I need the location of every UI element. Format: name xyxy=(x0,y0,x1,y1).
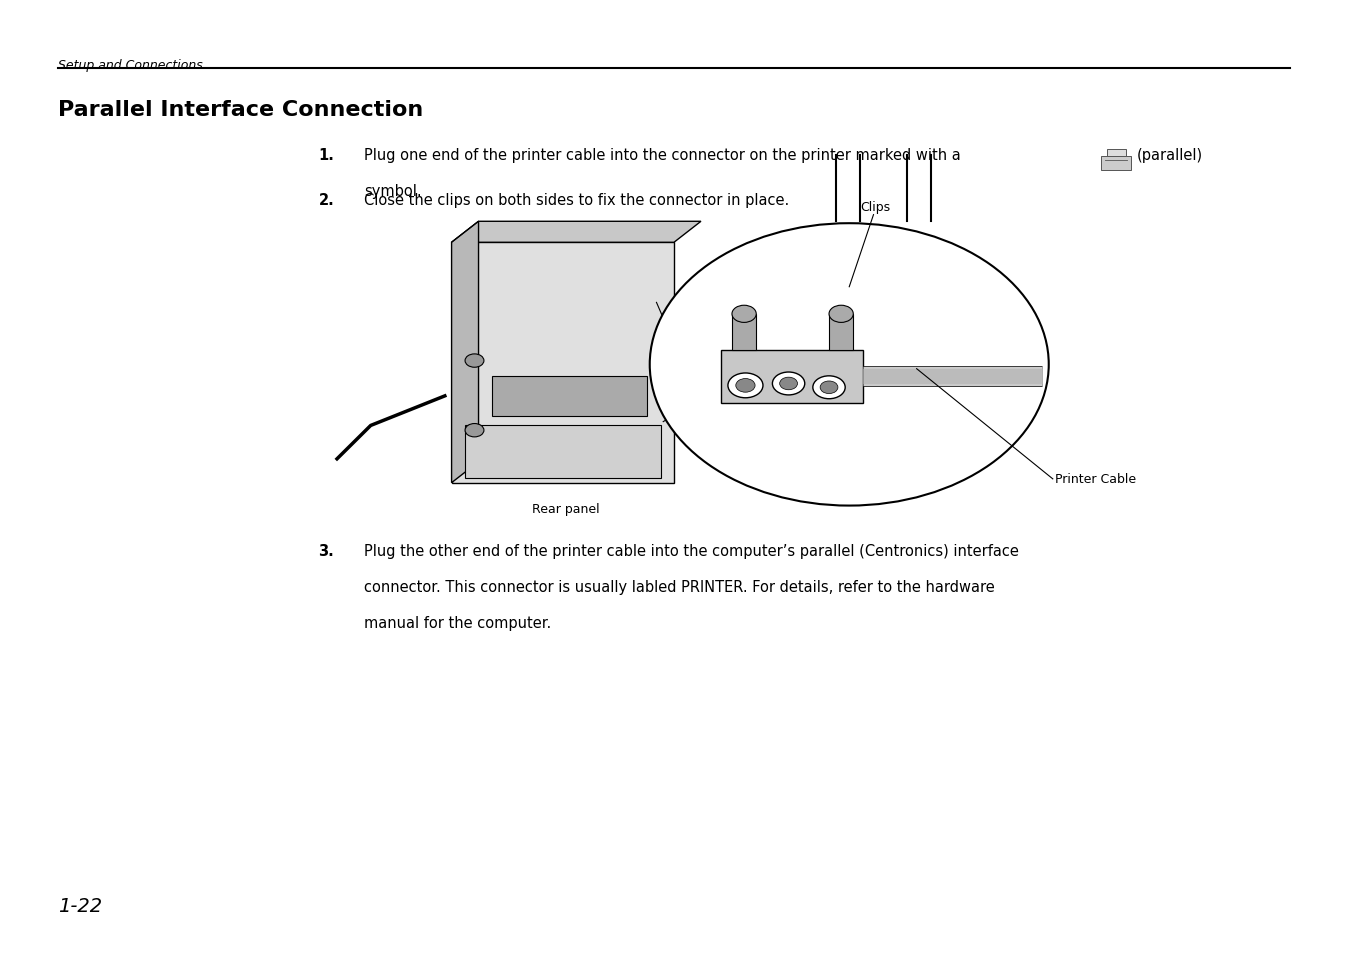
Text: connector. This connector is usually labled PRINTER. For details, refer to the h: connector. This connector is usually lab… xyxy=(364,579,995,595)
Text: Close the clips on both sides to fix the connector in place.: Close the clips on both sides to fix the… xyxy=(364,193,789,208)
Circle shape xyxy=(465,355,484,368)
Bar xyxy=(492,376,647,416)
Polygon shape xyxy=(452,222,701,243)
Circle shape xyxy=(736,379,755,393)
Bar xyxy=(1101,157,1131,171)
Bar xyxy=(452,243,674,483)
Circle shape xyxy=(820,381,838,395)
Text: (parallel): (parallel) xyxy=(1136,148,1202,163)
Bar xyxy=(1107,150,1126,157)
Text: manual for the computer.: manual for the computer. xyxy=(364,616,551,631)
Text: Setup and Connections: Setup and Connections xyxy=(58,59,202,72)
Circle shape xyxy=(465,424,484,437)
Text: Plug one end of the printer cable into the connector on the printer marked with : Plug one end of the printer cable into t… xyxy=(364,148,961,163)
Text: Plug the other end of the printer cable into the computer’s parallel (Centronics: Plug the other end of the printer cable … xyxy=(364,543,1019,558)
Circle shape xyxy=(779,377,798,391)
Text: 2.: 2. xyxy=(318,193,334,208)
Circle shape xyxy=(732,306,756,323)
Text: 1.: 1. xyxy=(318,148,334,163)
Bar xyxy=(829,314,853,351)
Circle shape xyxy=(813,376,845,399)
Text: Rear panel: Rear panel xyxy=(532,502,600,516)
Circle shape xyxy=(728,374,763,398)
Bar xyxy=(465,426,661,478)
Bar xyxy=(732,314,756,351)
Text: Printer Cable: Printer Cable xyxy=(1055,473,1136,486)
Circle shape xyxy=(829,306,853,323)
Text: Clips: Clips xyxy=(860,200,890,213)
Text: 3.: 3. xyxy=(318,543,334,558)
Text: Parallel Interface Connection: Parallel Interface Connection xyxy=(58,100,423,120)
Circle shape xyxy=(650,224,1049,506)
Circle shape xyxy=(772,373,805,395)
Polygon shape xyxy=(452,222,479,483)
Text: symbol.: symbol. xyxy=(364,184,422,199)
Bar xyxy=(721,351,863,403)
Text: 1-22: 1-22 xyxy=(58,896,102,915)
